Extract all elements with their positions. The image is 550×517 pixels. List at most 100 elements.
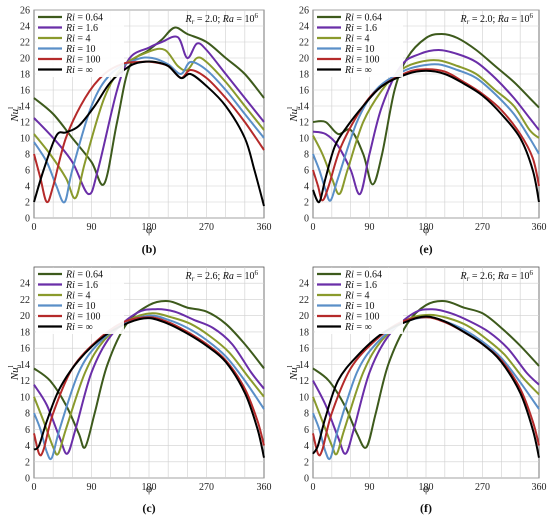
x-tick-label: 0	[311, 222, 316, 233]
text-span: Ri	[344, 13, 354, 24]
y-tick-label: 2	[25, 198, 30, 209]
text-span: R	[459, 14, 466, 25]
legend-entry: Ri = 0.64	[65, 13, 103, 24]
series-line-6	[312, 69, 540, 204]
panel-label: (f)	[420, 501, 432, 515]
text-span: Ri	[344, 55, 354, 66]
y-tick-label: 0	[304, 474, 309, 485]
y-tick-label: 0	[304, 214, 309, 225]
y-axis-label: Nulu	[7, 364, 23, 381]
text-span: Ri	[65, 322, 75, 333]
text-span: = 10	[509, 271, 530, 282]
text-span: Ra	[497, 271, 509, 282]
text-span: = 2.0;	[194, 14, 222, 25]
x-tick-label: 180	[419, 222, 434, 233]
text-span: Ri	[344, 322, 354, 333]
text-span: 6	[255, 12, 259, 20]
text-span: u	[294, 364, 302, 368]
x-tick-label: 90	[365, 482, 375, 493]
y-tick-label: 20	[299, 54, 309, 65]
legend-entry: Ri = 1.6	[344, 280, 377, 291]
text-span: = 4	[75, 34, 91, 45]
y-tick-label: 2	[304, 198, 309, 209]
y-tick-label: 4	[25, 441, 30, 452]
series-line-3	[33, 47, 265, 200]
text-span: = 1.6	[354, 23, 377, 34]
text-span: Ri	[65, 280, 75, 291]
y-tick-label: 20	[20, 54, 30, 65]
legend-entry: Ri = 1.6	[344, 23, 377, 34]
text-span: r	[467, 275, 470, 283]
text-span: Ri	[344, 44, 354, 55]
text-span: = 10	[75, 301, 96, 312]
text-span: u	[15, 106, 23, 110]
text-span: Ri	[65, 270, 75, 281]
text-span: Ri	[344, 291, 354, 302]
series-line-1	[33, 26, 265, 186]
y-tick-label: 6	[25, 425, 30, 436]
legend-entry: Ri = 10	[344, 301, 375, 312]
text-span: r	[192, 18, 195, 26]
text-span: = 100	[75, 312, 101, 323]
y-tick-label: 14	[20, 360, 30, 371]
x-tick-label: 270	[475, 482, 490, 493]
text-span: = 1.6	[75, 280, 98, 291]
text-span: Ri	[65, 23, 75, 34]
text-span: = ∞	[75, 65, 93, 76]
x-axis-label: φ	[146, 224, 152, 236]
panel-label: (e)	[419, 242, 432, 256]
text-span: Ri	[65, 34, 75, 45]
y-tick-label: 24	[20, 22, 30, 33]
y-tick-label: 2	[304, 457, 309, 468]
y-tick-label: 22	[20, 295, 30, 306]
text-span: Nu	[9, 108, 21, 122]
y-tick-label: 20	[299, 311, 309, 322]
text-span: Ri	[65, 44, 75, 55]
y-tick-label: 0	[25, 474, 30, 485]
text-span: Nu	[288, 367, 300, 381]
y-tick-label: 10	[20, 134, 30, 145]
text-span: = ∞	[354, 65, 372, 76]
y-tick-label: 24	[299, 279, 309, 290]
x-axis-label: φ	[423, 224, 429, 236]
y-tick-label: 18	[20, 327, 30, 338]
y-tick-label: 16	[299, 86, 309, 97]
text-span: = 0.64	[75, 13, 103, 24]
text-span: Ri	[65, 301, 75, 312]
legend-entry: Ri = ∞	[344, 322, 372, 333]
text-span: Ri	[65, 291, 75, 302]
y-tick-label: 8	[304, 150, 309, 161]
text-span: = 1.6	[354, 280, 377, 291]
text-span: Nu	[288, 108, 300, 122]
y-tick-label: 18	[20, 70, 30, 81]
legend-entry: Ri = 100	[65, 55, 101, 66]
text-span: l	[7, 365, 15, 367]
series-line-6	[33, 317, 265, 458]
legend-entry: Ri = 100	[344, 55, 380, 66]
y-tick-label: 6	[304, 166, 309, 177]
y-tick-label: 8	[304, 409, 309, 420]
legend-box	[36, 268, 124, 334]
panel-label: (c)	[142, 501, 155, 515]
legend-entry: Ri = 100	[65, 312, 101, 323]
text-span: 6	[530, 269, 534, 277]
y-tick-label: 14	[299, 360, 309, 371]
y-tick-label: 6	[304, 425, 309, 436]
y-tick-label: 20	[20, 311, 30, 322]
x-tick-label: 360	[532, 222, 547, 233]
text-span: Ri	[65, 13, 75, 24]
text-span: Ra	[222, 271, 234, 282]
y-tick-label: 16	[299, 344, 309, 355]
y-tick-label: 10	[299, 392, 309, 403]
x-tick-label: 0	[311, 482, 316, 493]
y-tick-label: 16	[20, 344, 30, 355]
series-line-6	[33, 60, 265, 207]
y-axis-label: Nulu	[286, 106, 302, 123]
text-span: 6	[530, 12, 534, 20]
x-tick-label: 360	[257, 222, 272, 233]
text-span: Ri	[344, 65, 354, 76]
y-tick-label: 22	[20, 38, 30, 49]
text-span: r	[467, 18, 470, 26]
